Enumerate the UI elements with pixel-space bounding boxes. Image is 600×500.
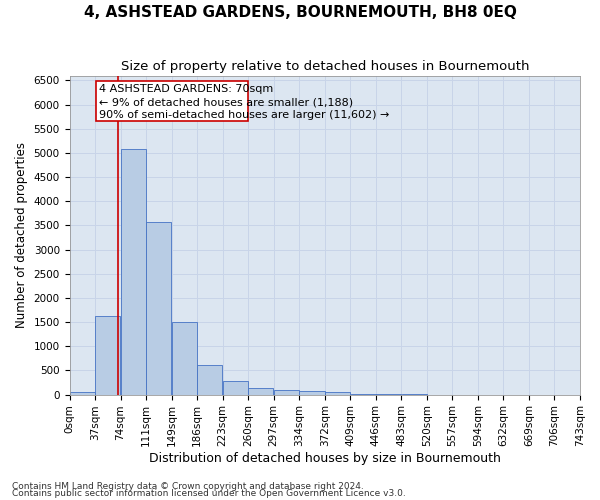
Text: ← 9% of detached houses are smaller (1,188): ← 9% of detached houses are smaller (1,1…	[98, 98, 353, 108]
Bar	[95, 316, 121, 394]
Bar	[172, 322, 197, 394]
Bar	[70, 392, 95, 394]
Bar	[121, 149, 146, 394]
Text: 4 ASHSTEAD GARDENS: 70sqm: 4 ASHSTEAD GARDENS: 70sqm	[98, 84, 273, 94]
Bar	[223, 380, 248, 394]
Bar	[146, 222, 172, 394]
Bar	[274, 390, 299, 394]
Bar	[197, 364, 223, 394]
Title: Size of property relative to detached houses in Bournemouth: Size of property relative to detached ho…	[121, 60, 529, 73]
Y-axis label: Number of detached properties: Number of detached properties	[15, 142, 28, 328]
Bar	[325, 392, 350, 394]
Text: Contains public sector information licensed under the Open Government Licence v3: Contains public sector information licen…	[12, 489, 406, 498]
Text: 90% of semi-detached houses are larger (11,602) →: 90% of semi-detached houses are larger (…	[98, 110, 389, 120]
Text: 4, ASHSTEAD GARDENS, BOURNEMOUTH, BH8 0EQ: 4, ASHSTEAD GARDENS, BOURNEMOUTH, BH8 0E…	[83, 5, 517, 20]
Text: Contains HM Land Registry data © Crown copyright and database right 2024.: Contains HM Land Registry data © Crown c…	[12, 482, 364, 491]
X-axis label: Distribution of detached houses by size in Bournemouth: Distribution of detached houses by size …	[149, 452, 501, 465]
Bar	[248, 388, 274, 394]
Bar	[299, 391, 325, 394]
FancyBboxPatch shape	[96, 82, 248, 122]
